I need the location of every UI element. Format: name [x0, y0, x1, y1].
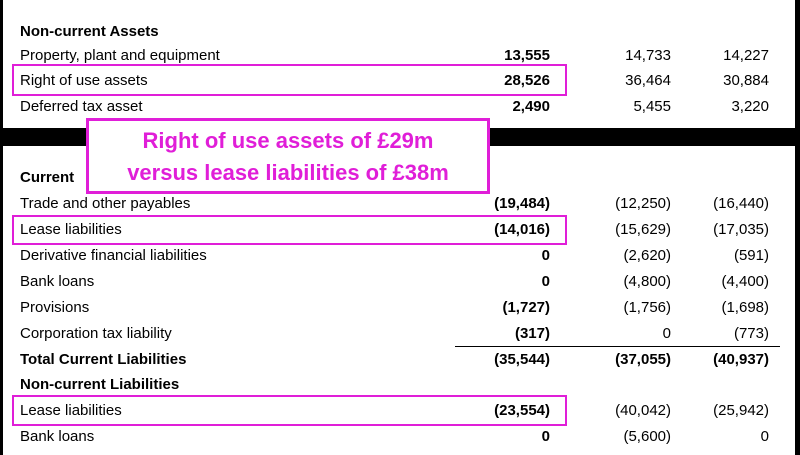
value-col1: (14,016)	[494, 221, 550, 238]
row-label: Provisions	[20, 299, 90, 316]
total-row: Total Current Liabilities (35,544) (37,0…	[3, 347, 795, 373]
callout-box: Right of use assets of £29m versus lease…	[86, 118, 490, 194]
table-row: Trade and other payables (19,484) (12,25…	[3, 191, 795, 217]
value-col3: (25,942)	[713, 402, 769, 419]
noncurrent-liabilities-heading: Non-current Liabilities	[20, 376, 180, 393]
value-col3: 14,227	[723, 47, 769, 64]
row-label: Corporation tax liability	[20, 325, 172, 342]
liabilities-panel: Current Trade and other payables (19,484…	[3, 146, 795, 455]
non-current-assets-panel: Non-current Assets Property, plant and e…	[3, 0, 795, 128]
value-col3: (17,035)	[713, 221, 769, 238]
value-col2: (1,756)	[623, 299, 671, 316]
value-col2: (37,055)	[615, 351, 671, 368]
assets-heading: Non-current Assets	[20, 23, 159, 40]
value-col3: (773)	[733, 325, 769, 342]
table-row: Right of use assets 28,526 36,464 30,884	[3, 68, 795, 94]
row-label: Lease liabilities	[20, 402, 122, 419]
assets-heading-row: Non-current Assets	[3, 19, 795, 45]
value-col1: (35,544)	[494, 351, 550, 368]
value-col3: (1,698)	[721, 299, 769, 316]
row-label: Trade and other payables	[20, 195, 191, 212]
table-row: Derivative financial liabilities 0 (2,62…	[3, 243, 795, 269]
highlight-noncurrent-lease	[12, 395, 567, 426]
row-label: Property, plant and equipment	[20, 47, 220, 64]
callout-line-1: Right of use assets of £29m	[142, 128, 434, 153]
row-label: Lease liabilities	[20, 221, 122, 238]
value-col2: (5,600)	[623, 428, 671, 445]
row-label: Deferred tax asset	[20, 98, 143, 115]
value-col3: (4,400)	[721, 273, 769, 290]
highlight-current-lease	[12, 215, 567, 245]
value-col1: (317)	[514, 325, 550, 342]
row-label: Bank loans	[20, 428, 95, 445]
value-col3: 3,220	[731, 98, 769, 115]
subtotal-rule	[455, 346, 780, 347]
value-col1: 13,555	[504, 47, 550, 64]
current-heading: Current	[20, 169, 75, 186]
value-col1: 0	[541, 273, 550, 290]
value-col2: 14,733	[625, 47, 671, 64]
value-col1: (19,484)	[494, 195, 550, 212]
value-col1: 0	[541, 247, 550, 264]
value-col2: (2,620)	[623, 247, 671, 264]
table-row: Provisions (1,727) (1,756) (1,698)	[3, 295, 795, 321]
value-col3: (16,440)	[713, 195, 769, 212]
table-row: Lease liabilities (14,016) (15,629) (17,…	[3, 217, 795, 243]
value-col3: (591)	[733, 247, 769, 264]
table-row: Bank loans 0 (5,600) 0	[3, 424, 795, 450]
table-row: Deferred tax asset 2,490 5,455 3,220	[3, 94, 795, 120]
value-col1: 2,490	[512, 98, 550, 115]
value-col2: (4,800)	[623, 273, 671, 290]
table-row: Bank loans 0 (4,800) (4,400)	[3, 269, 795, 295]
row-label: Right of use assets	[20, 72, 148, 89]
value-col3: (40,937)	[713, 351, 769, 368]
liabilities-heading-row: Current	[3, 165, 795, 191]
value-col2: (40,042)	[615, 402, 671, 419]
row-label: Derivative financial liabilities	[20, 247, 207, 264]
value-col1: (1,727)	[502, 299, 550, 316]
value-col2: 36,464	[625, 72, 671, 89]
value-col3: 0	[760, 428, 769, 445]
value-col1: 0	[541, 428, 550, 445]
value-col2: (12,250)	[615, 195, 671, 212]
total-label: Total Current Liabilities	[20, 351, 187, 368]
table-row: Corporation tax liability (317) 0 (773)	[3, 321, 795, 347]
table-row: Lease liabilities (23,554) (40,042) (25,…	[3, 398, 795, 424]
noncurrent-heading-row: Non-current Liabilities	[3, 372, 795, 398]
value-col1: (23,554)	[494, 402, 550, 419]
table-row: Property, plant and equipment 13,555 14,…	[3, 43, 795, 69]
value-col2: 0	[662, 325, 671, 342]
value-col1: 28,526	[504, 72, 550, 89]
value-col2: 5,455	[633, 98, 671, 115]
callout-line-2: versus lease liabilities of £38m	[127, 160, 449, 185]
row-label: Bank loans	[20, 273, 95, 290]
highlight-right-of-use	[12, 64, 567, 96]
value-col3: 30,884	[723, 72, 769, 89]
value-col2: (15,629)	[615, 221, 671, 238]
